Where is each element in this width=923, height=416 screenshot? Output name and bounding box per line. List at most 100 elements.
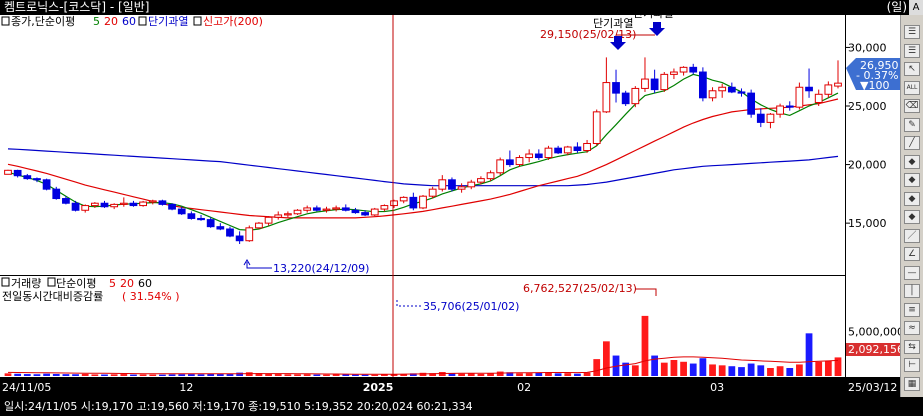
- volume-bar[interactable]: [545, 372, 552, 376]
- volume-bar[interactable]: [323, 374, 330, 376]
- candle-body[interactable]: [534, 153, 543, 159]
- candle-body[interactable]: [380, 205, 389, 210]
- candle-body[interactable]: [660, 73, 669, 91]
- volume-bar[interactable]: [583, 372, 591, 376]
- candle-body[interactable]: [23, 175, 32, 180]
- candle-body[interactable]: [4, 169, 12, 175]
- volume-bar[interactable]: [62, 374, 70, 376]
- fill-icon[interactable]: ◆: [904, 210, 920, 224]
- volume-bar[interactable]: [14, 373, 22, 376]
- volume-bar[interactable]: [72, 374, 79, 376]
- candle-body[interactable]: [438, 179, 447, 190]
- volume-bar[interactable]: [381, 374, 388, 376]
- volume-bar[interactable]: [815, 361, 823, 376]
- volume-bar[interactable]: [390, 374, 398, 376]
- volume-bar[interactable]: [187, 374, 195, 376]
- volume-bar[interactable]: [149, 374, 157, 376]
- candle-body[interactable]: [245, 227, 254, 242]
- candle-body[interactable]: [81, 205, 90, 211]
- volume-bar[interactable]: [757, 365, 765, 376]
- line-icon[interactable]: ／: [904, 228, 920, 243]
- fill-icon[interactable]: ◆: [904, 173, 920, 187]
- fill-icon[interactable]: ◆: [904, 154, 920, 169]
- candle-body[interactable]: [13, 169, 22, 177]
- trend-line-icon[interactable]: ╱: [904, 136, 920, 150]
- volume-bar[interactable]: [641, 315, 649, 376]
- volume-bar[interactable]: [709, 364, 716, 376]
- candle-body[interactable]: [544, 147, 553, 159]
- candle-body[interactable]: [448, 179, 456, 190]
- volume-bar[interactable]: [139, 374, 147, 376]
- candle-body[interactable]: [100, 202, 109, 208]
- volume-bar[interactable]: [120, 374, 128, 376]
- candle-body[interactable]: [206, 219, 215, 228]
- candle-body[interactable]: [158, 200, 167, 205]
- candle-body[interactable]: [795, 86, 804, 108]
- volume-bar[interactable]: [255, 373, 263, 376]
- grid-icon[interactable]: ▦: [904, 376, 920, 391]
- volume-bar[interactable]: [680, 361, 687, 376]
- candle-body[interactable]: [612, 82, 620, 94]
- font-toggle-button[interactable]: A: [909, 0, 923, 15]
- candle-body[interactable]: [824, 84, 833, 95]
- vertical-line-icon[interactable]: │: [904, 284, 920, 298]
- candle-body[interactable]: [563, 146, 572, 154]
- candle-body[interactable]: [785, 105, 794, 108]
- candle-body[interactable]: [361, 212, 369, 216]
- volume-bar[interactable]: [602, 341, 610, 376]
- candle-body[interactable]: [670, 71, 678, 75]
- candle-body[interactable]: [399, 196, 408, 202]
- volume-bar[interactable]: [467, 373, 475, 376]
- volume-bar[interactable]: [699, 358, 707, 376]
- candle-body[interactable]: [814, 93, 823, 103]
- list-icon[interactable]: ☰: [904, 25, 920, 39]
- measure-icon[interactable]: ⊢: [904, 358, 920, 372]
- volume-bar[interactable]: [130, 374, 137, 376]
- volume-bar[interactable]: [245, 372, 253, 376]
- candle-body[interactable]: [573, 146, 582, 152]
- candle-body[interactable]: [110, 203, 119, 208]
- candle-body[interactable]: [71, 202, 80, 211]
- price-panel-area[interactable]: [0, 15, 845, 275]
- volume-bar[interactable]: [303, 374, 311, 376]
- candle-body[interactable]: [264, 216, 273, 224]
- candle-body[interactable]: [650, 78, 659, 91]
- volume-bar[interactable]: [361, 374, 369, 376]
- volume-bar[interactable]: [448, 373, 456, 376]
- candle-body[interactable]: [255, 222, 263, 229]
- candle-body[interactable]: [718, 86, 727, 92]
- volume-bar[interactable]: [274, 374, 282, 376]
- angle-icon[interactable]: ∠: [904, 247, 920, 261]
- volume-bar[interactable]: [747, 363, 755, 376]
- candle-body[interactable]: [322, 208, 331, 211]
- volume-bar[interactable]: [496, 371, 504, 376]
- candle-body[interactable]: [477, 178, 485, 183]
- candle-body[interactable]: [428, 188, 437, 197]
- volume-bar[interactable]: [352, 374, 359, 376]
- candle-body[interactable]: [341, 207, 350, 211]
- candle-body[interactable]: [409, 196, 418, 209]
- volume-bar[interactable]: [593, 359, 601, 376]
- candle-body[interactable]: [42, 179, 51, 190]
- candle-body[interactable]: [689, 66, 698, 73]
- candle-body[interactable]: [187, 213, 196, 219]
- volume-bar[interactable]: [332, 374, 340, 376]
- candle-body[interactable]: [486, 172, 495, 180]
- zigzag-icon[interactable]: ≈: [904, 321, 920, 335]
- volume-bar[interactable]: [487, 372, 494, 376]
- volume-bar[interactable]: [110, 374, 118, 376]
- volume-bar[interactable]: [458, 373, 465, 376]
- volume-bar[interactable]: [689, 363, 697, 376]
- volume-bar[interactable]: [631, 365, 639, 376]
- candle-body[interactable]: [834, 82, 842, 87]
- volume-bar[interactable]: [738, 367, 745, 376]
- eraser-icon[interactable]: ⌫: [904, 99, 920, 113]
- candle-body[interactable]: [33, 178, 41, 181]
- candle-body[interactable]: [776, 105, 784, 115]
- volume-bar[interactable]: [660, 362, 668, 376]
- volume-bar[interactable]: [409, 373, 417, 376]
- volume-bar[interactable]: [477, 373, 485, 376]
- pointer-icon[interactable]: ↖: [904, 62, 920, 76]
- all-icon[interactable]: ALL: [904, 80, 920, 95]
